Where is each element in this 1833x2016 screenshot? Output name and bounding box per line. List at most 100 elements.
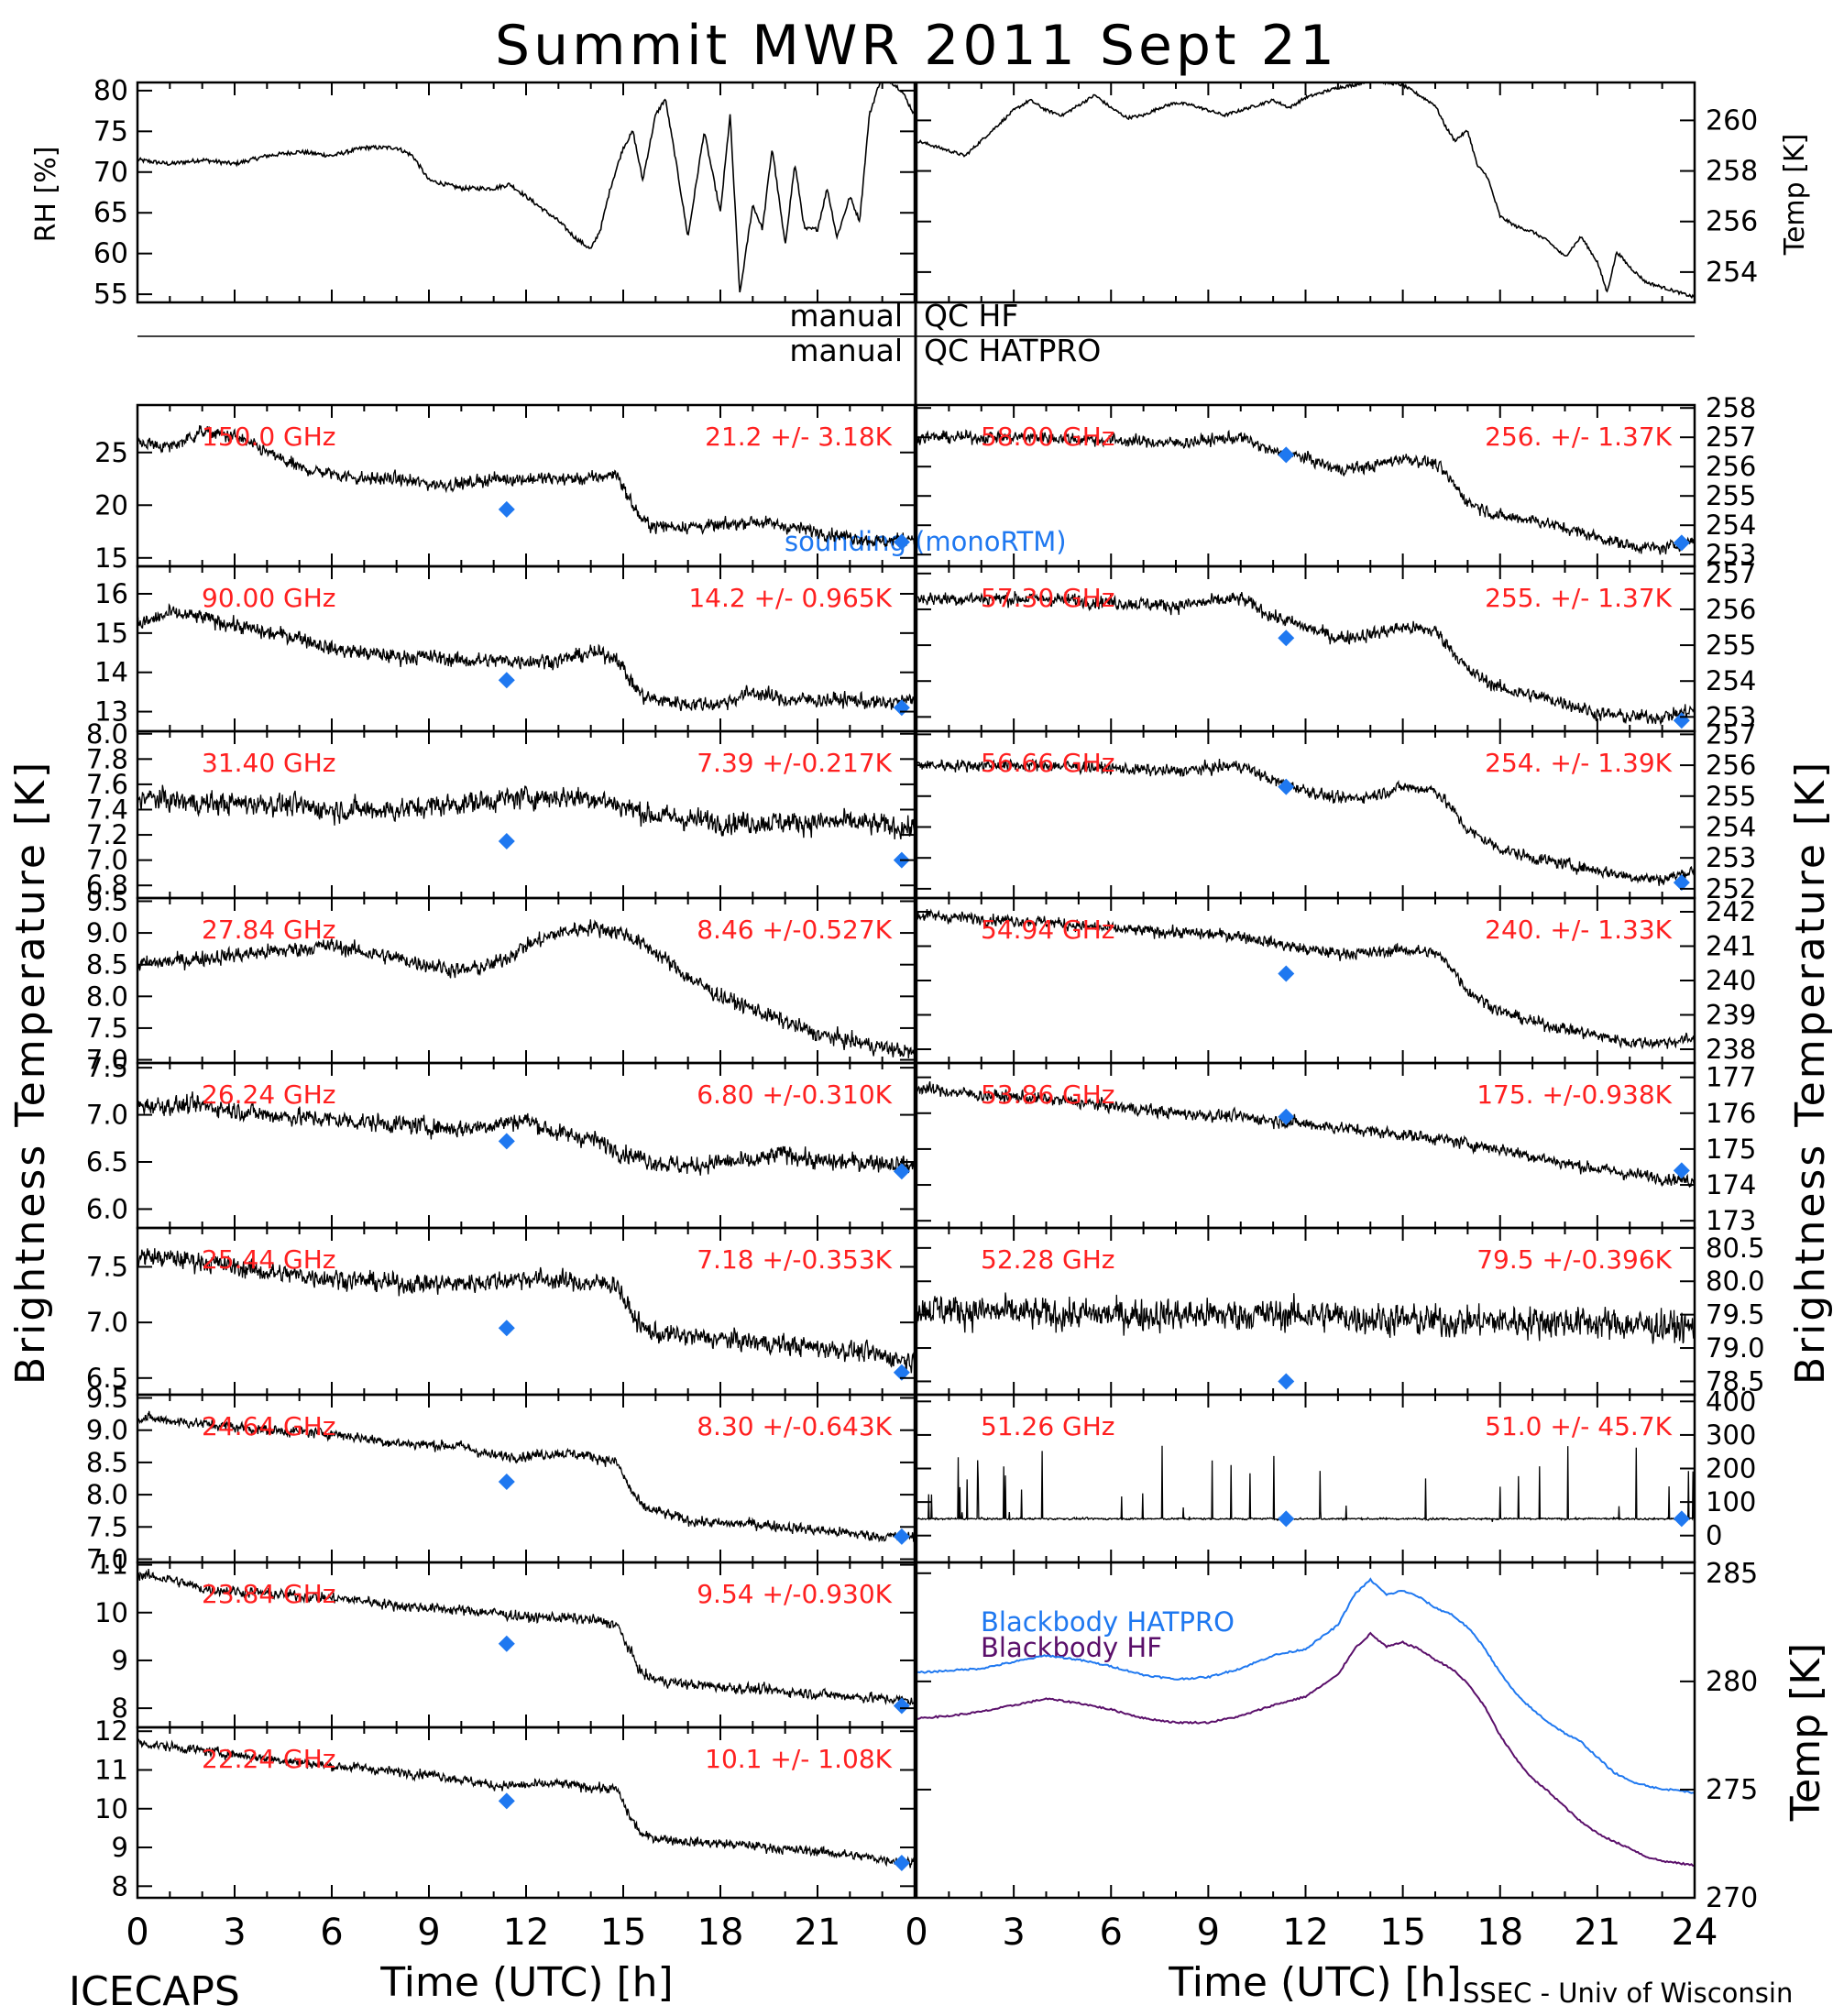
series-hp-52-28 xyxy=(916,1292,1695,1344)
y-tick-label: 8.5 xyxy=(86,1447,128,1478)
x-tick-label-left: 12 xyxy=(503,1912,550,1954)
y-tick-label: 12 xyxy=(94,1715,128,1747)
y-tick-label: 13 xyxy=(94,696,128,728)
panel-hf-24-64: 7.07.58.08.59.09.5 24.64 GHz 8.30 +/-0.643… xyxy=(86,1383,916,1574)
panel-hp-52-28: 78.579.079.580.080.5 52.28 GHz 79.5 +/-0.3… xyxy=(915,1226,1765,1397)
series-line-hf-25-44 xyxy=(137,1248,915,1375)
y-tick-label: 255 xyxy=(1706,480,1756,511)
sounding-marker xyxy=(498,500,515,518)
xlabel-right: Time (UTC) [h] xyxy=(1168,1959,1461,2006)
series-line-hf-24-64 xyxy=(137,1410,915,1543)
y-tick-label: 60 xyxy=(93,238,128,270)
series-line-hp-51-26 xyxy=(916,1445,1695,1522)
sounding-marker xyxy=(893,1163,910,1180)
channel-stats: 6.80 +/-0.310K xyxy=(697,1079,892,1110)
y-tick-label: 280 xyxy=(1706,1666,1758,1698)
y-tick-label: 6.8 xyxy=(86,870,128,901)
panel-hp-57: 253 254 255 256 257 57.30 GHz 255. +/- 1.37K xyxy=(915,558,1756,732)
y-tick-label: 177 xyxy=(1706,1062,1756,1093)
channel-stats: 79.5 +/-0.396K xyxy=(1476,1244,1672,1275)
y-axis-label: RH [%] xyxy=(30,147,62,243)
channel-stats: 254. +/- 1.39K xyxy=(1485,748,1672,778)
channel-stats: 256. +/- 1.37K xyxy=(1485,422,1672,452)
sounding-marker xyxy=(498,1474,515,1491)
series-line-temp xyxy=(916,82,1695,300)
x-tick-label-left: 0 xyxy=(126,1912,148,1954)
sounding-marker xyxy=(498,1635,515,1652)
y-tick-label: 65 xyxy=(93,197,128,229)
series-hf-27 xyxy=(137,919,915,1059)
y-tick-label: 400 xyxy=(1706,1386,1756,1417)
series-line-hp-54 xyxy=(916,908,1695,1050)
y-tick-label: 15 xyxy=(94,618,128,649)
panel-hf-27: 7.07.58.08.59.09.5 27.84 GHz 8.46 +/-0.527… xyxy=(86,885,916,1076)
panel-temp: 254 256 258 260 xyxy=(915,81,1758,304)
qc-manual-hf: manual xyxy=(789,298,903,334)
y-tick-label: 300 xyxy=(1706,1419,1756,1451)
y-tick-label: 7.5 xyxy=(86,1052,128,1083)
series-line-bb-hf xyxy=(916,1631,1695,1867)
channel-label: 23.84 GHz xyxy=(202,1579,336,1609)
sounding-marker xyxy=(893,533,910,551)
series-hf-31 xyxy=(137,784,915,840)
y-tick-label: 80.0 xyxy=(1706,1265,1765,1297)
y-tick-label: 16 xyxy=(94,578,128,609)
sounding-marker xyxy=(498,832,515,849)
y-tick-label: 256 xyxy=(1706,594,1756,625)
footer-left: ICECAPS xyxy=(69,1968,240,2015)
y-tick-label: 7.5 xyxy=(86,1511,128,1542)
y-tick-label: 7.0 xyxy=(86,1045,128,1076)
x-tick-label-left: 15 xyxy=(600,1912,647,1954)
series-line-hf-31 xyxy=(137,784,915,840)
series-line-rh xyxy=(137,82,915,293)
series-hp-58 xyxy=(916,429,1695,555)
series-hf-150 xyxy=(137,425,915,547)
y-axis-label: Temp [K] xyxy=(1779,134,1811,257)
y-tick-label: 8.5 xyxy=(86,949,128,981)
panel-hp-53-86: 173 174 175 176 177 53.86 GHz 175. +/-0.938K xyxy=(915,1062,1756,1236)
y-tick-label: 15 xyxy=(94,542,128,574)
channel-label: 22.24 GHz xyxy=(202,1744,336,1774)
channel-stats: 10.1 +/- 1.08K xyxy=(705,1744,892,1774)
y-tick-label: 79.5 xyxy=(1706,1299,1765,1331)
sounding-marker xyxy=(893,699,910,717)
x-tick-label-right: 12 xyxy=(1282,1912,1329,1954)
side-label-right: Brightness Temperature [K] xyxy=(1787,760,1833,1385)
y-tick-label: 174 xyxy=(1706,1169,1756,1200)
y-tick-label: 239 xyxy=(1706,1000,1756,1031)
y-tick-label: 252 xyxy=(1706,873,1756,904)
y-tick-label: 11 xyxy=(94,1755,128,1786)
y-tick-label: 240 xyxy=(1706,965,1756,996)
channel-stats: 9.54 +/-0.930K xyxy=(697,1579,892,1609)
channel-label: 52.28 GHz xyxy=(981,1244,1115,1275)
x-tick-label-right: 15 xyxy=(1379,1912,1426,1954)
x-tick-label-left: 21 xyxy=(795,1912,841,1954)
sounding-marker xyxy=(1278,1108,1295,1125)
x-tick-label-right: 3 xyxy=(1002,1912,1025,1954)
side-label-left: Brightness Temperature [K] xyxy=(7,760,54,1385)
y-tick-label: 8.0 xyxy=(86,1479,128,1510)
y-tick-label: 257 xyxy=(1706,718,1756,750)
sounding-marker xyxy=(498,1133,515,1150)
y-tick-label: 254 xyxy=(1706,509,1756,541)
channel-stats: 8.46 +/-0.527K xyxy=(697,915,892,945)
y-tick-label: 9 xyxy=(112,1645,128,1676)
y-tick-label: 253 xyxy=(1706,539,1756,570)
y-tick-label: 0 xyxy=(1706,1520,1722,1551)
y-tick-label: 75 xyxy=(93,115,128,148)
x-tick-label-right: 21 xyxy=(1574,1912,1620,1954)
channel-stats: 255. +/- 1.37K xyxy=(1485,583,1672,613)
y-tick-label: 9 xyxy=(112,1832,128,1863)
channel-stats: 21.2 +/- 3.18K xyxy=(705,422,892,452)
y-tick-label: 275 xyxy=(1706,1774,1758,1806)
series-line-hf-26 xyxy=(137,1091,915,1176)
channel-stats: 8.30 +/-0.643K xyxy=(697,1411,892,1441)
figure-title: Summit MWR 2011 Sept 21 xyxy=(495,14,1338,78)
series-hf-90 xyxy=(137,603,915,711)
y-tick-label: 10 xyxy=(94,1793,128,1824)
sounding-marker xyxy=(893,1854,910,1871)
series-line-hf-27 xyxy=(137,919,915,1059)
series-temp xyxy=(916,82,1695,300)
series-hp-53-86 xyxy=(916,1080,1695,1189)
